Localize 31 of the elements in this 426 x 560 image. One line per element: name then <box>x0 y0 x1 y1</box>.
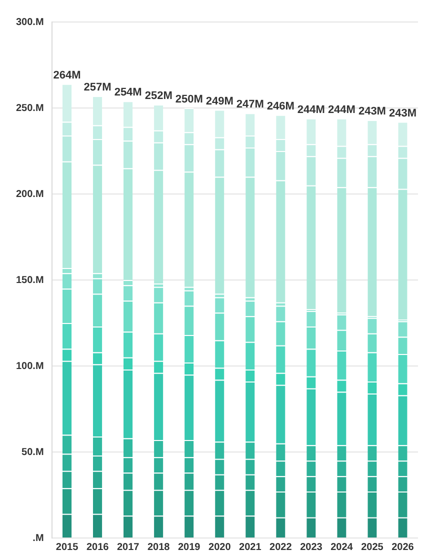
y-tick-label: 300.M <box>16 16 44 28</box>
total-label: 254M <box>114 86 142 99</box>
total-label: 250M <box>175 94 203 106</box>
x-tick-label: 2019 <box>178 542 201 553</box>
y-tick-label: .M <box>32 532 44 544</box>
total-label: 244M <box>328 104 356 116</box>
total-label: 243M <box>388 107 417 120</box>
x-tick-label: 2024 <box>330 542 354 553</box>
total-label: 244M <box>297 104 325 116</box>
x-tick-label: 2017 <box>116 542 140 553</box>
total-label: 264M <box>53 69 81 82</box>
x-tick-label: 2026 <box>392 542 414 553</box>
x-tick-label: 2016 <box>86 542 110 553</box>
y-tick-label: 100.M <box>16 360 44 372</box>
total-label: 257M <box>84 81 112 94</box>
y-tick-label: 200.M <box>16 188 44 200</box>
x-tick-label: 2021 <box>239 542 262 553</box>
x-tick-label: 2022 <box>270 542 292 553</box>
x-tick-label: 2018 <box>147 542 170 553</box>
x-tick-label: 2025 <box>361 542 384 553</box>
total-label: 252M <box>144 90 172 102</box>
x-tick-label: 2020 <box>208 542 232 553</box>
y-tick-label: 250.M <box>16 102 44 114</box>
total-label: 246M <box>266 100 294 112</box>
total-label: 247M <box>236 98 264 111</box>
y-tick-label: 150.M <box>16 274 44 286</box>
total-label: 249M <box>206 95 234 108</box>
total-label: 243M <box>358 106 386 118</box>
x-tick-label: 2015 <box>56 542 79 553</box>
x-tick-label: 2023 <box>300 542 323 553</box>
y-tick-label: 50.M <box>22 446 44 458</box>
